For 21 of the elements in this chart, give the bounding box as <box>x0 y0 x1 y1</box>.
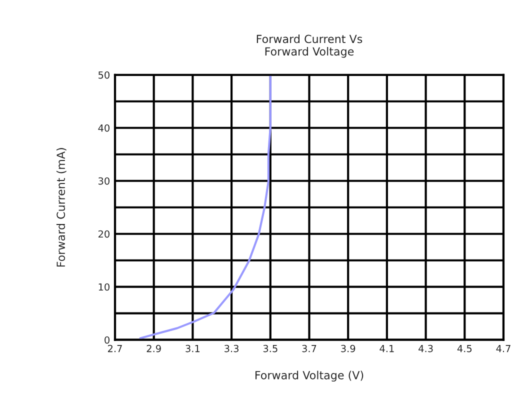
y-tick-label: 40 <box>98 124 110 132</box>
y-tick-label: 10 <box>98 283 110 291</box>
y-tick-label: 30 <box>98 177 110 185</box>
x-tick-label: 3.5 <box>263 344 278 352</box>
x-tick-label: 2.7 <box>108 344 122 352</box>
x-tick-label: 3.9 <box>341 344 356 352</box>
y-tick-label: 20 <box>98 230 110 238</box>
x-tick-label: 4.7 <box>496 345 510 352</box>
x-tick-label: 3.1 <box>186 344 200 352</box>
chart-title: Forward Current Vs Forward Voltage <box>256 34 362 58</box>
x-tick-label: 3.3 <box>224 344 238 352</box>
x-tick-label: 4.5 <box>457 345 472 352</box>
x-axis-title: Forward Voltage (V) <box>255 370 364 382</box>
y-axis-title: Forward Current (mA) <box>56 148 66 267</box>
x-tick-label: 3.7 <box>302 344 316 352</box>
x-tick-label: 4.1 <box>380 345 394 352</box>
y-tick-label: 50 <box>98 71 110 79</box>
y-tick-label: 0 <box>104 336 110 344</box>
x-tick-label: 4.3 <box>418 344 433 352</box>
x-tick-label: 2.9 <box>146 344 161 352</box>
line-series <box>139 74 272 340</box>
